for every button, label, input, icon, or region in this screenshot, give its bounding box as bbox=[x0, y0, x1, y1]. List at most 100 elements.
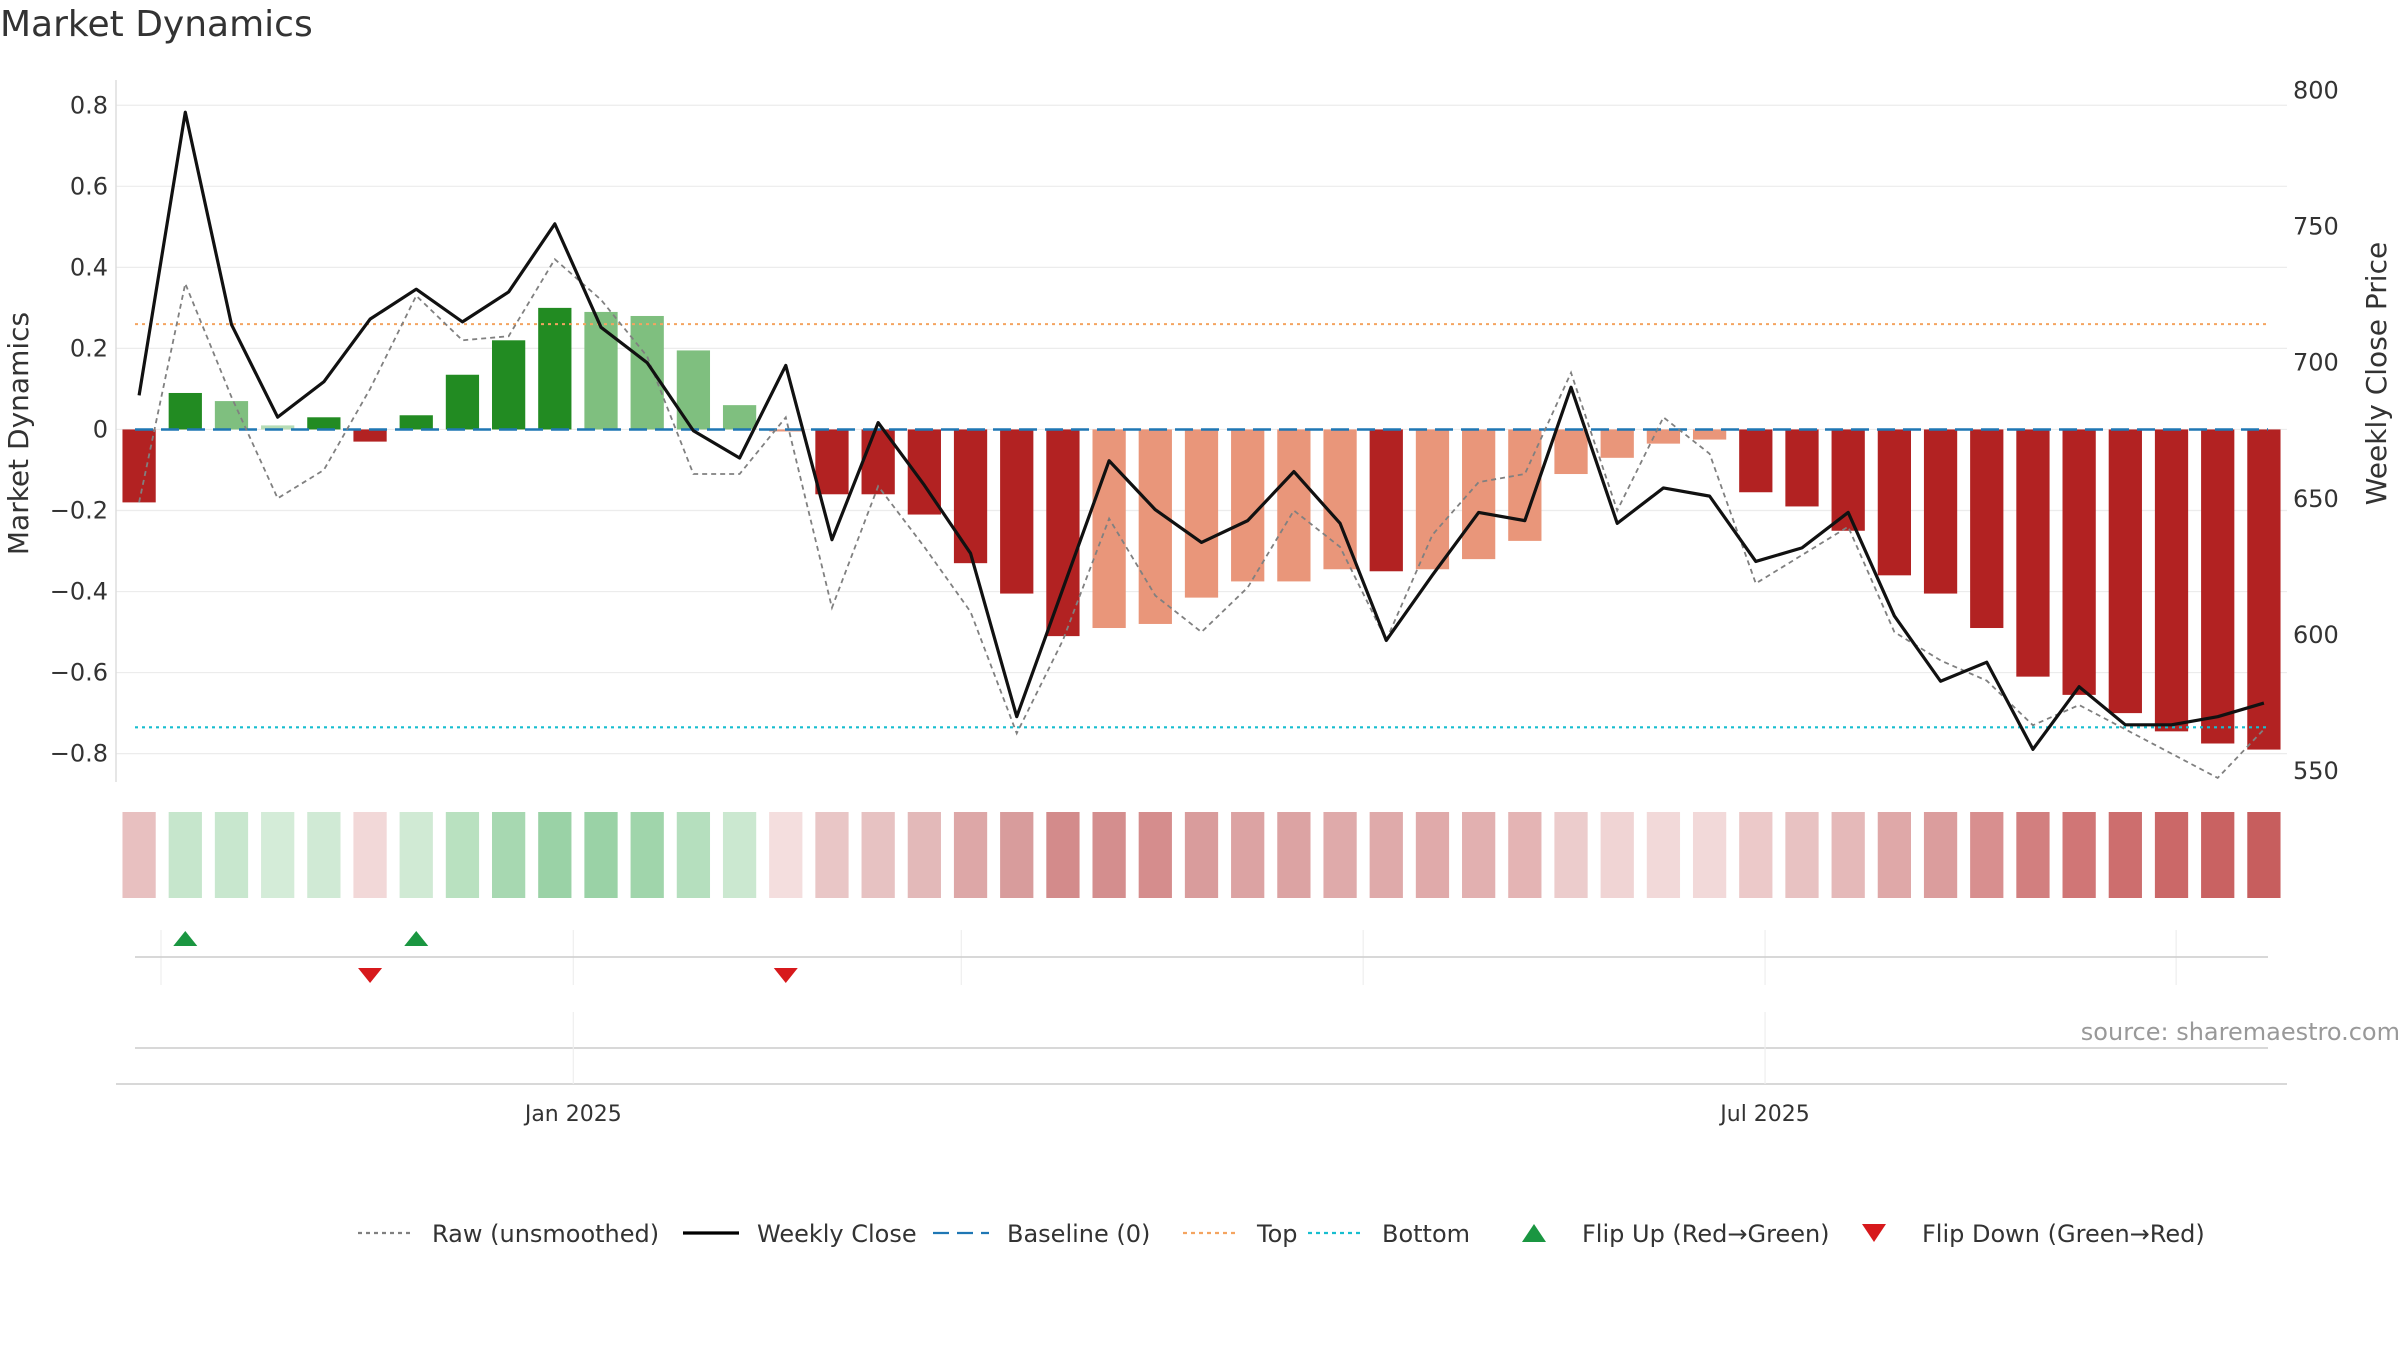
bar bbox=[1323, 429, 1357, 570]
x-tick-label: Jan 2025 bbox=[523, 1102, 622, 1127]
y-tick-left: −0.2 bbox=[50, 496, 108, 524]
bar bbox=[1462, 429, 1496, 560]
strip-cell bbox=[261, 812, 295, 898]
color-strip bbox=[122, 812, 2281, 898]
strip-cell bbox=[1785, 812, 1819, 898]
bar bbox=[2154, 429, 2189, 732]
strip-cell bbox=[722, 812, 757, 898]
strip-cell bbox=[2108, 812, 2142, 898]
series-lines-layer bbox=[137, 110, 2265, 780]
bar bbox=[2016, 429, 2050, 677]
bar bbox=[307, 417, 341, 430]
strip-cell bbox=[2154, 812, 2189, 898]
legend-label: Bottom bbox=[1382, 1220, 1470, 1248]
strip-cell bbox=[1877, 812, 1912, 898]
strip-cell bbox=[1277, 812, 1311, 898]
strip-cell bbox=[445, 812, 480, 898]
legend: Raw (unsmoothed) Weekly Close Baseline (0)… bbox=[358, 1220, 2205, 1248]
legend-label: Flip Down (Green→Red) bbox=[1922, 1220, 2205, 1248]
flip-down-marker bbox=[773, 968, 798, 983]
y-tick-left: −0.6 bbox=[50, 659, 108, 687]
strip-cell bbox=[1970, 812, 2004, 898]
bar bbox=[584, 311, 618, 430]
y-tick-left: 0.8 bbox=[70, 91, 108, 119]
strip-cell bbox=[953, 812, 988, 898]
legend-label: Baseline (0) bbox=[1007, 1220, 1150, 1248]
bar bbox=[491, 340, 526, 430]
strip-cell bbox=[1092, 812, 1126, 898]
strip-cell bbox=[1508, 812, 1542, 898]
weekly-close-line bbox=[137, 110, 2265, 751]
strip-cell bbox=[1739, 812, 1773, 898]
bar bbox=[1923, 429, 1958, 594]
strip-cell bbox=[1646, 812, 1681, 898]
flip-down-marker bbox=[358, 968, 383, 983]
y-tick-right: 800 bbox=[2293, 76, 2339, 104]
bar bbox=[445, 374, 480, 430]
x-tick-label: Jul 2025 bbox=[1718, 1102, 1810, 1127]
legend-label: Raw (unsmoothed) bbox=[432, 1220, 659, 1248]
bar bbox=[122, 429, 156, 503]
bar bbox=[1785, 429, 1819, 507]
bar bbox=[1369, 429, 1403, 572]
bar bbox=[1970, 429, 2004, 629]
bar bbox=[953, 429, 988, 564]
strip-cell bbox=[538, 812, 572, 898]
bar bbox=[1231, 429, 1265, 582]
legend-item: Baseline (0) bbox=[933, 1220, 1150, 1248]
bar bbox=[2108, 429, 2142, 714]
strip-cell bbox=[1554, 812, 1588, 898]
axes-layer: 0.8 0.6 0.4 0.2 0 −0.2 −0.4 −0.6 −0.8 800 750 700 65… bbox=[2, 76, 2393, 785]
reference-lines-layer bbox=[135, 323, 2268, 729]
bar bbox=[2201, 429, 2235, 744]
strip-cell bbox=[214, 812, 249, 898]
bar bbox=[214, 401, 249, 430]
bar bbox=[1000, 429, 1034, 594]
bar bbox=[1739, 429, 1773, 493]
strip-cell bbox=[769, 812, 803, 898]
bar bbox=[815, 429, 849, 495]
bar bbox=[1600, 429, 1634, 458]
y-tick-right: 650 bbox=[2293, 485, 2339, 513]
y-tick-left: −0.8 bbox=[50, 740, 108, 768]
strip-cell bbox=[1231, 812, 1265, 898]
y-tick-right: 700 bbox=[2293, 349, 2339, 377]
strip-cell bbox=[907, 812, 941, 898]
bar bbox=[538, 307, 572, 430]
x-axis: Jan 2025 Jul 2025 bbox=[116, 1012, 2287, 1127]
bar bbox=[168, 392, 202, 430]
bar bbox=[1184, 429, 1219, 598]
chart-title: Market Dynamics bbox=[0, 4, 313, 45]
strip-cell bbox=[168, 812, 202, 898]
y-tick-left: 0 bbox=[93, 415, 108, 443]
bar bbox=[676, 350, 711, 430]
bar bbox=[399, 415, 433, 430]
strip-cell bbox=[815, 812, 849, 898]
raw-unsmoothed-line bbox=[138, 257, 2265, 780]
strip-cell bbox=[491, 812, 526, 898]
bars-layer bbox=[122, 307, 2281, 750]
bar bbox=[630, 315, 664, 430]
y-tick-left: −0.4 bbox=[50, 578, 108, 606]
bar bbox=[1646, 429, 1681, 444]
strip-cell bbox=[2201, 812, 2235, 898]
legend-item: Weekly Close bbox=[683, 1220, 917, 1248]
strip-cell bbox=[1138, 812, 1172, 898]
flip-up-marker bbox=[404, 931, 429, 946]
strip-cell bbox=[1462, 812, 1496, 898]
y-axis-label-right: Weekly Close Price bbox=[2360, 242, 2393, 505]
legend-label: Flip Up (Red→Green) bbox=[1582, 1220, 1830, 1248]
strip-cell bbox=[307, 812, 341, 898]
strip-cell bbox=[122, 812, 156, 898]
strip-cell bbox=[1184, 812, 1219, 898]
strip-cell bbox=[1046, 812, 1080, 898]
strip-cell bbox=[1000, 812, 1034, 898]
strip-cell bbox=[630, 812, 664, 898]
y-axis-label-left: Market Dynamics bbox=[2, 312, 35, 555]
strip-cell bbox=[1692, 812, 1727, 898]
y-tick-right: 600 bbox=[2293, 621, 2339, 649]
bar bbox=[2247, 429, 2281, 750]
legend-label: Top bbox=[1256, 1220, 1298, 1248]
source-note: source: sharemaestro.com bbox=[2080, 1018, 2400, 1046]
legend-swatch-triangle-down bbox=[1862, 1224, 1886, 1242]
